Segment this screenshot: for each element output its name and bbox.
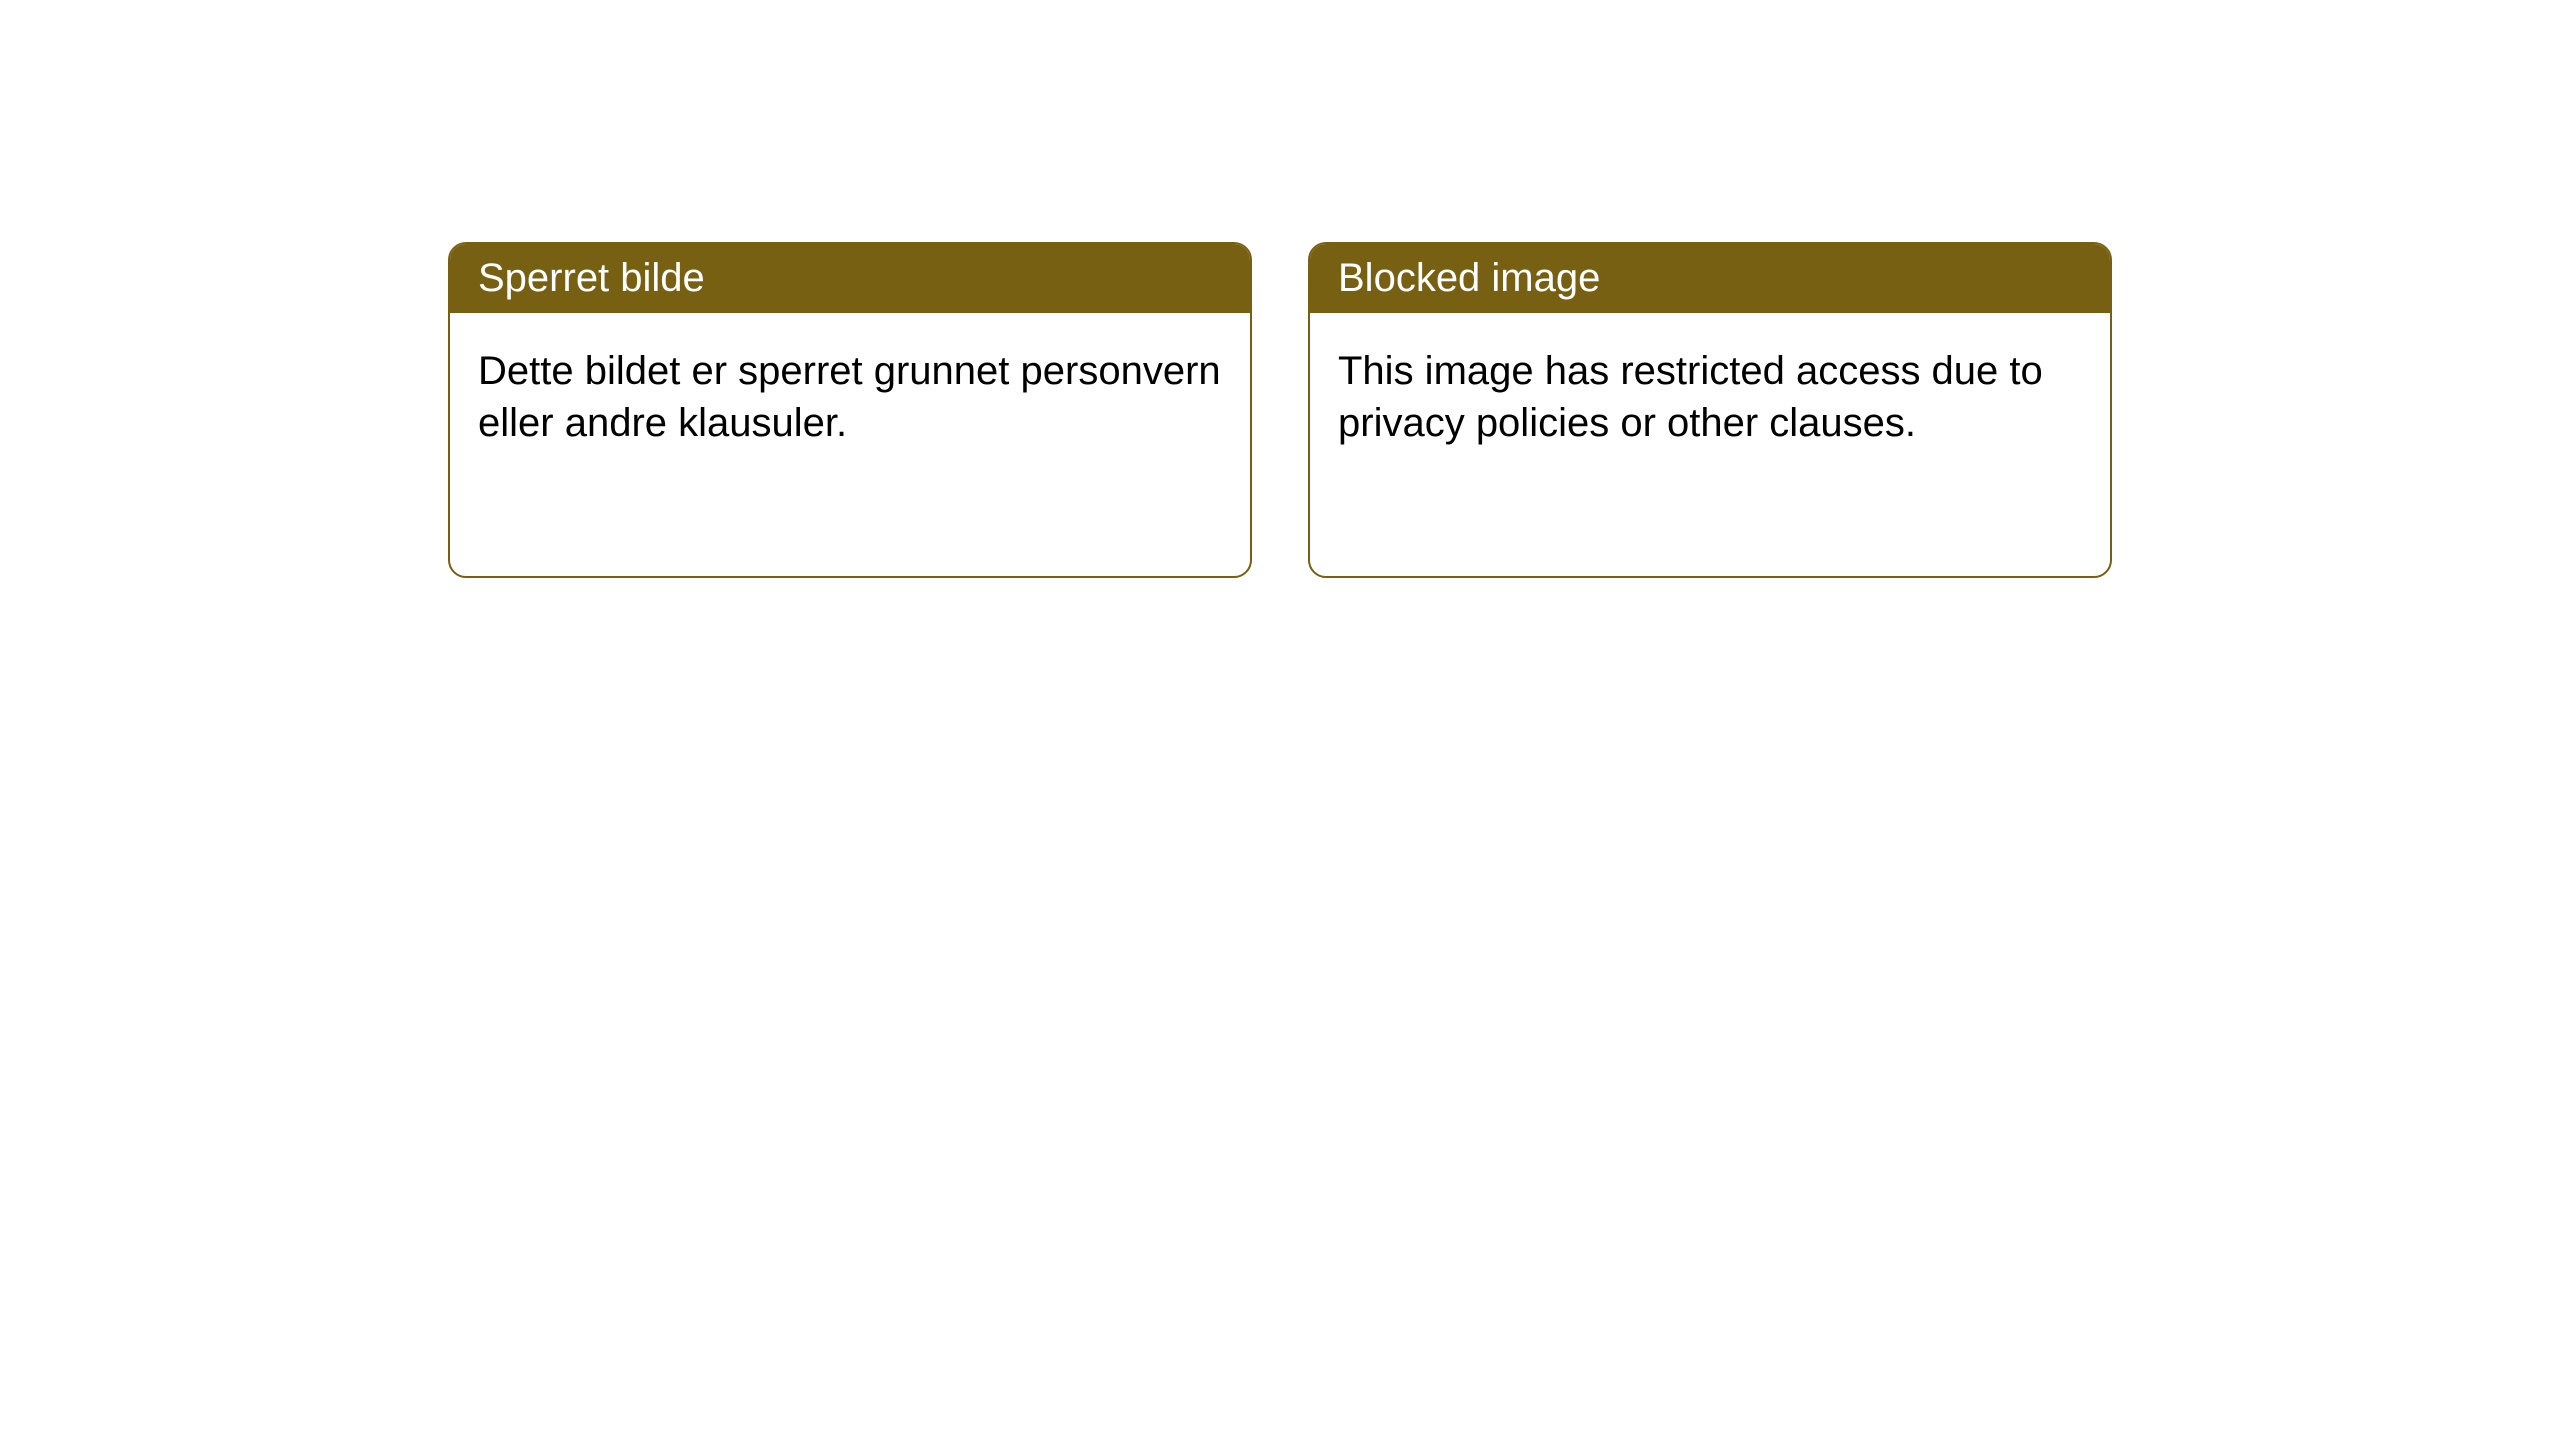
card-header: Sperret bilde: [450, 244, 1250, 313]
card-body: Dette bildet er sperret grunnet personve…: [450, 313, 1250, 481]
notice-card-norwegian: Sperret bilde Dette bildet er sperret gr…: [448, 242, 1252, 578]
card-title: Sperret bilde: [478, 256, 705, 300]
card-title: Blocked image: [1338, 256, 1600, 300]
card-header: Blocked image: [1310, 244, 2110, 313]
notice-card-english: Blocked image This image has restricted …: [1308, 242, 2112, 578]
notice-container: Sperret bilde Dette bildet er sperret gr…: [448, 242, 2112, 578]
card-body-text: Dette bildet er sperret grunnet personve…: [478, 349, 1221, 445]
card-body: This image has restricted access due to …: [1310, 313, 2110, 481]
card-body-text: This image has restricted access due to …: [1338, 349, 2043, 445]
